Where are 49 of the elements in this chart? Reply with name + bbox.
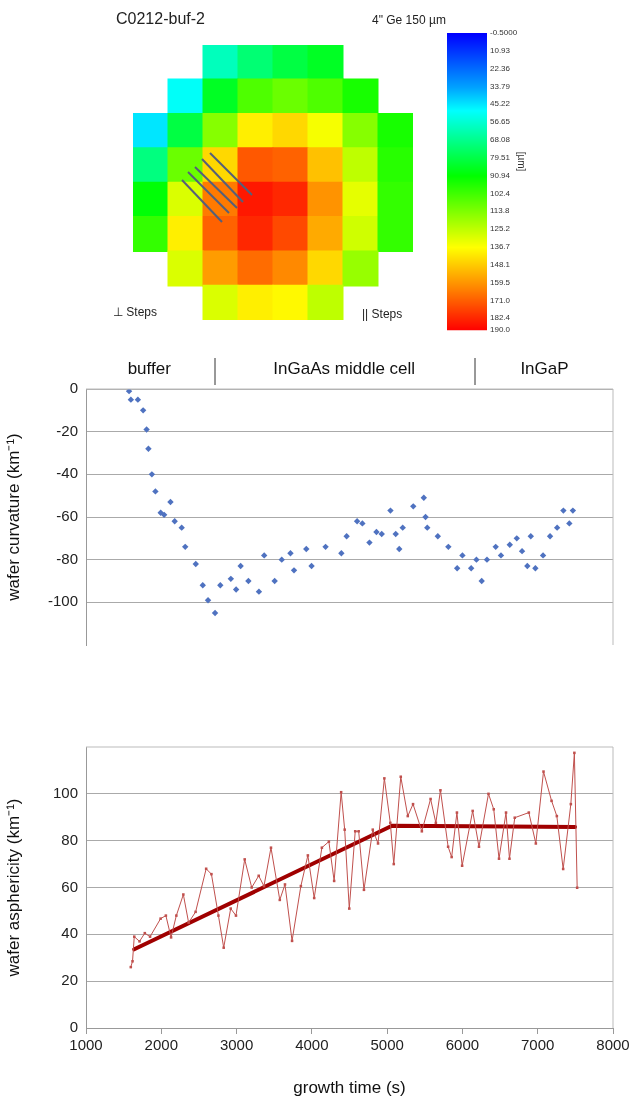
y-tick-label: -80 xyxy=(56,549,78,567)
y-tick-label: -20 xyxy=(56,421,78,439)
x-tick-label: 4000 xyxy=(295,1036,329,1054)
chart-subtitle: 4" Ge 150 µm xyxy=(372,13,446,27)
color-bar-label: 113.8 xyxy=(490,206,510,216)
text: InGaP xyxy=(520,358,569,378)
y-axis-title: wafer curvature (km⁻¹) xyxy=(3,433,23,602)
color-bar-label: 45.22 xyxy=(490,99,511,109)
color-bar-title: [µm] xyxy=(516,151,528,172)
chart-title: C0212-buf-2 xyxy=(116,10,206,27)
color-bar-label: 56.65 xyxy=(490,117,511,127)
color-bar-label: 10.93 xyxy=(490,46,511,56)
color-bar-label: 22.36 xyxy=(490,63,511,73)
color-bar-label: 79.51 xyxy=(490,152,511,162)
color-bar-label: 102.4 xyxy=(490,188,511,198)
color-bar-label: -0.5000 xyxy=(490,28,518,38)
x-tick-label: 7000 xyxy=(521,1036,555,1054)
text: buffer xyxy=(127,358,172,378)
y-tick-label: 20 xyxy=(61,971,78,989)
color-bar-label: 171.0 xyxy=(490,295,511,305)
color-bar-label: 182.4 xyxy=(490,313,511,323)
x-tick-label: 2000 xyxy=(144,1036,178,1054)
y-axis-title: wafer asphericity (km⁻¹) xyxy=(3,798,23,978)
color-bar-label: 148.1 xyxy=(490,259,511,269)
color-bar-label: 190.0 xyxy=(490,325,511,335)
y-tick-label: 40 xyxy=(61,924,78,942)
y-tick-label: 0 xyxy=(69,1018,78,1036)
x-tick-label: 5000 xyxy=(370,1036,404,1054)
annotation: || Steps xyxy=(362,307,403,321)
x-tick-label: 6000 xyxy=(445,1036,480,1054)
y-tick-label: -100 xyxy=(47,592,78,610)
y-tick-label: 100 xyxy=(52,783,78,801)
color-bar-label: 68.08 xyxy=(490,135,511,145)
color-bar-label: 33.79 xyxy=(490,81,511,91)
y-tick-label: 0 xyxy=(69,379,78,397)
y-tick-label: 60 xyxy=(61,877,78,895)
annotation: ⊥ Steps xyxy=(113,305,158,319)
y-tick-label: 80 xyxy=(61,830,78,848)
color-bar-label: 136.7 xyxy=(490,242,511,252)
color-bar-label: 125.2 xyxy=(490,224,511,234)
y-tick-label: -40 xyxy=(56,464,78,482)
color-bar-label: 90.94 xyxy=(490,170,511,180)
x-tick-label: 3000 xyxy=(219,1036,254,1054)
x-tick-label: 8000 xyxy=(596,1036,630,1054)
y-tick-label: -60 xyxy=(56,507,78,525)
text: InGaAs middle cell xyxy=(273,358,416,378)
x-tick-label: 1000 xyxy=(69,1036,103,1054)
x-axis-title: growth time (s) xyxy=(293,1078,406,1098)
color-bar-label: 159.5 xyxy=(490,277,511,287)
